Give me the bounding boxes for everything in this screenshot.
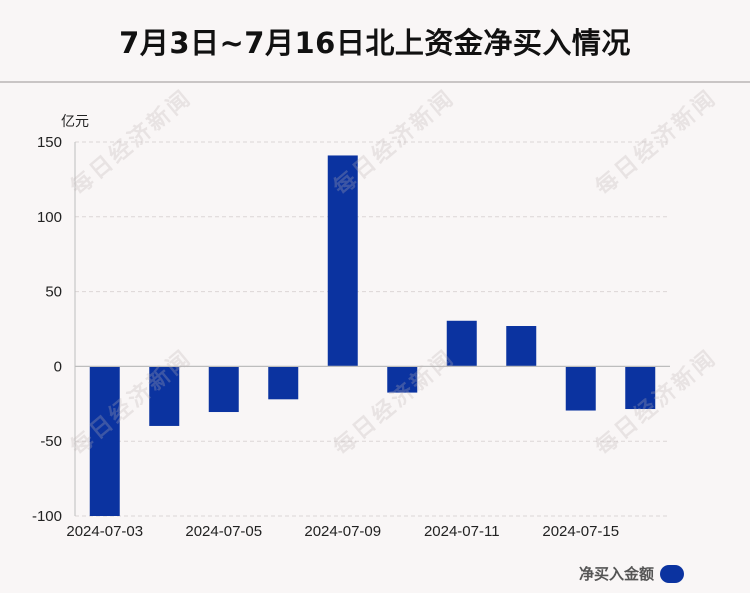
y-tick-label: 100 [37,209,62,226]
x-tick-label: 2024-07-15 [542,523,619,540]
x-tick-label: 2024-07-11 [424,523,500,540]
y-tick-label: 50 [45,284,62,301]
x-tick-label: 2024-07-05 [185,523,262,540]
y-tick-label: 0 [54,358,62,375]
bar [446,320,477,367]
y-tick-label: 150 [37,134,62,151]
legend-swatch [660,564,684,583]
chart-title: 7月3日~7月16日北上资金净买入情况 [119,25,631,60]
title-divider [0,81,750,83]
x-tick-label: 2024-07-09 [304,523,381,540]
bar [149,366,180,426]
bar [387,366,418,393]
bar [327,155,358,367]
y-tick-label: -100 [32,508,62,525]
legend: 净买入金额 [579,563,684,584]
bar [89,366,120,516]
bar [268,366,299,400]
bar [625,366,656,410]
bar [208,366,239,413]
bar [565,366,596,411]
y-tick-label: -50 [40,433,62,450]
bar [506,326,537,367]
legend-label: 净买入金额 [578,565,654,583]
y-axis-unit: 亿元 [61,114,89,130]
x-tick-label: 2024-07-03 [66,523,143,540]
